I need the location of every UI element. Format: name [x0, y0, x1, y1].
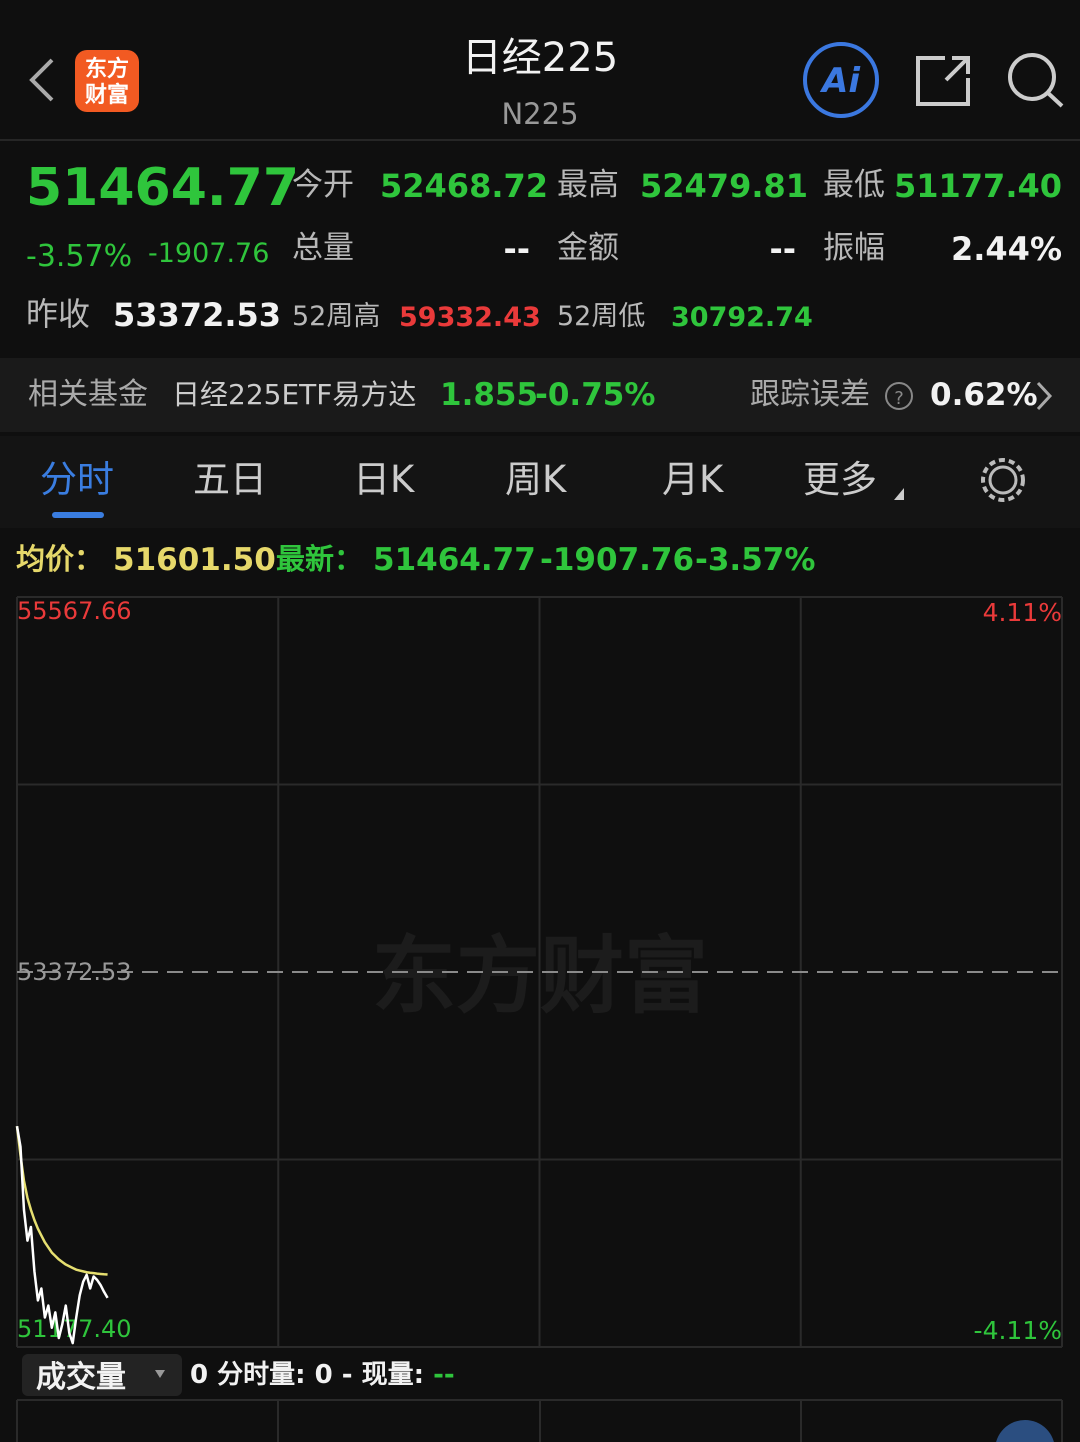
- settings-icon[interactable]: [988, 465, 1018, 495]
- tab[interactable]: 五日: [193, 458, 267, 501]
- tab[interactable]: 周K: [505, 458, 567, 501]
- tab[interactable]: 月K: [662, 458, 724, 501]
- tab-underline: [52, 512, 104, 518]
- y2-tick-label: 4.11%: [983, 598, 1062, 627]
- label: 总量: [292, 230, 354, 266]
- ai-icon[interactable]: [803, 42, 879, 118]
- label: 昨收: [26, 295, 91, 333]
- help-text: ?: [894, 388, 904, 409]
- volume-dropdown[interactable]: [22, 1354, 182, 1396]
- help-icon[interactable]: [885, 382, 913, 410]
- value: 52479.81: [640, 167, 809, 205]
- logo-text: 东方: [85, 56, 129, 82]
- value: 2.44%: [950, 230, 1062, 268]
- last-value: 51464.77: [373, 542, 536, 578]
- value: 51177.40: [893, 167, 1062, 205]
- label: 最高: [557, 167, 619, 203]
- float-button[interactable]: [995, 1420, 1055, 1442]
- label: 今开: [292, 167, 354, 203]
- value: 53372.53: [113, 296, 282, 334]
- y2-tick-label: -4.11%: [974, 1316, 1062, 1345]
- tab[interactable]: 更多: [803, 458, 877, 501]
- tracking-value: 0.62%: [930, 377, 1038, 413]
- label: 52周低: [557, 301, 646, 332]
- fund-name[interactable]: 日经225ETF易方达: [172, 378, 417, 411]
- chevron: [1036, 381, 1053, 411]
- volume-now-label: 现量:: [361, 1360, 425, 1390]
- share-icon[interactable]: [916, 56, 970, 106]
- value: --: [769, 230, 796, 268]
- volume-sep: -: [341, 1360, 353, 1390]
- value: 52468.72: [380, 167, 549, 205]
- last-change-pct: -3.57%: [695, 542, 816, 578]
- series-line: [15, 1125, 109, 1345]
- back-icon[interactable]: [29, 58, 54, 102]
- volume-label: 成交量: [36, 1360, 126, 1395]
- tab[interactable]: 分时: [40, 458, 114, 501]
- more-caret: [894, 488, 904, 500]
- value: --: [503, 230, 530, 268]
- value: 30792.74: [671, 302, 813, 333]
- y-tick-label: 53372.53: [17, 958, 132, 986]
- volume-info: 0 分时量: 0 - 现量: --: [190, 1362, 455, 1388]
- settings-icon: [981, 458, 1025, 502]
- last-change: -1907.76: [540, 542, 695, 578]
- series-line: [15, 1126, 108, 1276]
- tab-bar: [0, 436, 1080, 528]
- last-label: 最新：: [276, 542, 364, 576]
- title: 日经225: [461, 35, 619, 81]
- fund-change: -0.75%: [535, 377, 656, 413]
- fund-bar[interactable]: [0, 358, 1080, 432]
- volume-now-value: --: [433, 1360, 455, 1390]
- label: 金额: [557, 230, 619, 266]
- y-tick-label: 55567.66: [17, 597, 132, 625]
- search-icon[interactable]: [1008, 53, 1056, 101]
- label: 振幅: [823, 230, 885, 266]
- label: 最低: [823, 167, 885, 203]
- volume-minute-label: 分时量:: [217, 1360, 306, 1390]
- ai-icon-text: Ai: [819, 61, 861, 101]
- change-pct: -3.57%: [26, 239, 133, 274]
- change: -1907.76: [148, 238, 270, 269]
- volume-minute-value: 0: [314, 1360, 333, 1390]
- logo: [75, 50, 139, 112]
- logo-text: 财富: [85, 82, 129, 108]
- fund-price: 1.855: [440, 377, 539, 413]
- label: 52周高: [292, 301, 381, 332]
- avg-label: 均价：: [16, 542, 104, 576]
- volume-value: 0: [190, 1360, 209, 1390]
- code: N225: [501, 97, 579, 131]
- tab[interactable]: 日K: [353, 458, 415, 501]
- search-icon: [1046, 91, 1064, 108]
- dropdown-caret: [155, 1370, 165, 1378]
- tracking-label: 跟踪误差: [750, 377, 870, 412]
- fund-label: 相关基金: [28, 377, 148, 412]
- price: 51464.77: [26, 158, 300, 218]
- avg-value: 51601.50: [113, 542, 276, 578]
- value: 59332.43: [399, 302, 541, 333]
